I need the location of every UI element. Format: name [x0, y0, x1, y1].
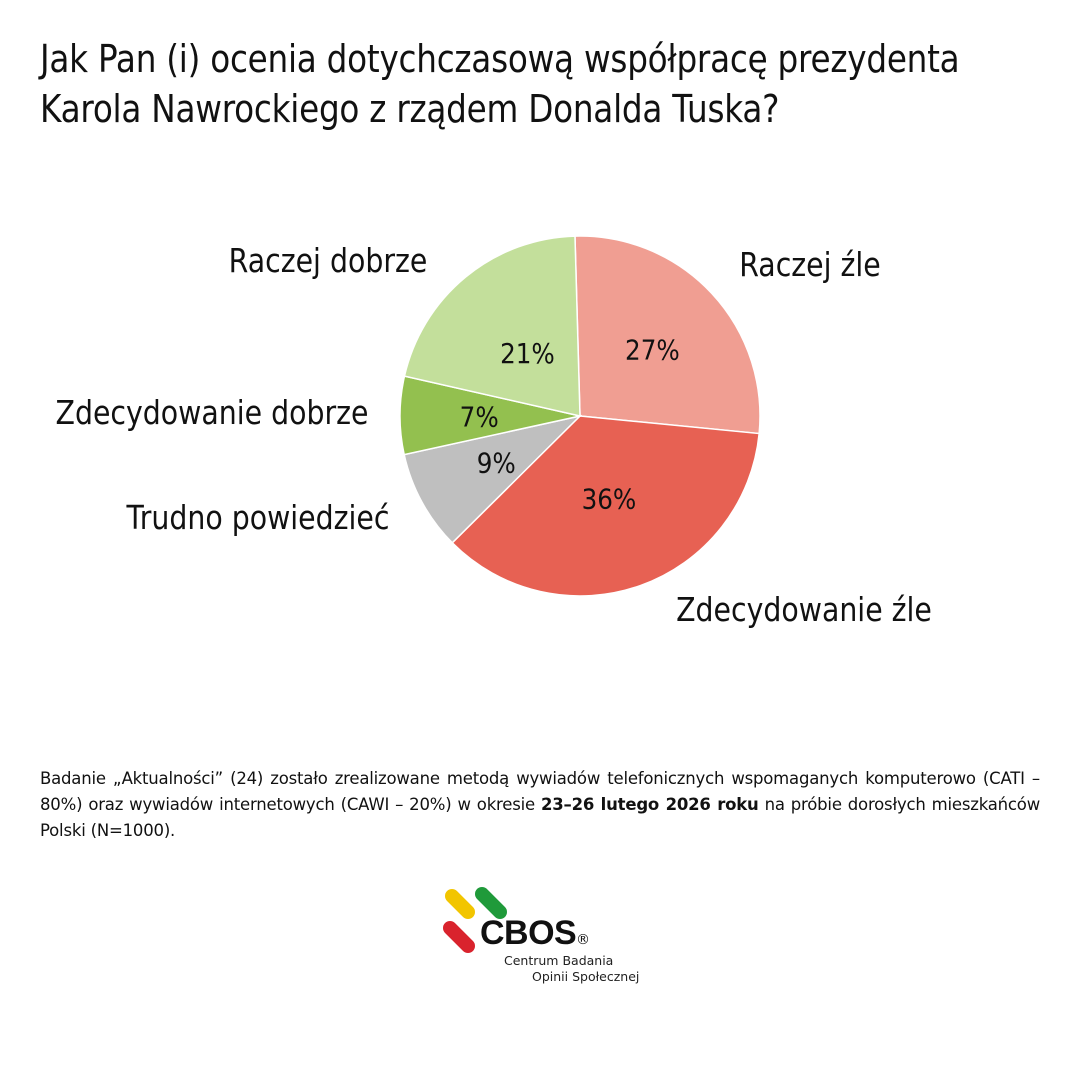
note-text-end: na próbie dorosłych mieszkańców Polski (…: [40, 795, 1040, 840]
category-label: Zdecydowanie dobrze: [56, 394, 369, 433]
methodology-note: Badanie „Aktualności” (24) zostało zreal…: [40, 766, 1040, 844]
cbos-logo: CBOS ® Centrum Badania Opinii Społecznej: [440, 884, 650, 994]
pie-chart: 27% Raczej źle 36% Zdecydowanie źle 9% Trudno…: [56, 235, 932, 630]
category-label: Trudno powiedzieć: [126, 499, 390, 538]
pie-slice: [403, 235, 581, 417]
pie-slice: [451, 415, 760, 597]
chart-title: Jak Pan (i) ocenia dotychczasową współpr…: [40, 34, 960, 134]
data-label: 36%: [582, 484, 637, 516]
category-label: Raczej źle: [739, 246, 881, 285]
pie-slice: [403, 414, 583, 544]
title-line-1: Jak Pan (i) ocenia dotychczasową współpr…: [40, 37, 960, 81]
logo-subtitle-2: Opinii Społecznej: [532, 969, 640, 984]
logo-stroke-yellow: [445, 889, 475, 919]
pie-slice: [574, 235, 761, 435]
note-date-range: 23–26 lutego 2026 roku: [540, 795, 759, 814]
logo-subtitle-1: Centrum Badania: [504, 953, 614, 968]
logo-brand: CBOS: [480, 914, 577, 952]
logo-stroke-green: [475, 887, 507, 919]
category-label: Raczej dobrze: [229, 242, 428, 281]
category-label: Zdecydowanie źle: [676, 591, 932, 630]
data-label: 7%: [460, 402, 499, 434]
cbos-logo-mark: [443, 887, 507, 953]
logo-stroke-red: [443, 921, 475, 953]
data-label: 21%: [500, 339, 555, 371]
data-label: 27%: [625, 335, 680, 367]
note-text-start: Badanie „Aktualności” (24) zostało zreal…: [40, 769, 1040, 814]
logo-registered-mark: ®: [576, 932, 590, 948]
title-line-2: Karola Nawrockiego z rządem Donalda Tusk…: [40, 87, 780, 131]
data-label: 9%: [477, 448, 516, 480]
